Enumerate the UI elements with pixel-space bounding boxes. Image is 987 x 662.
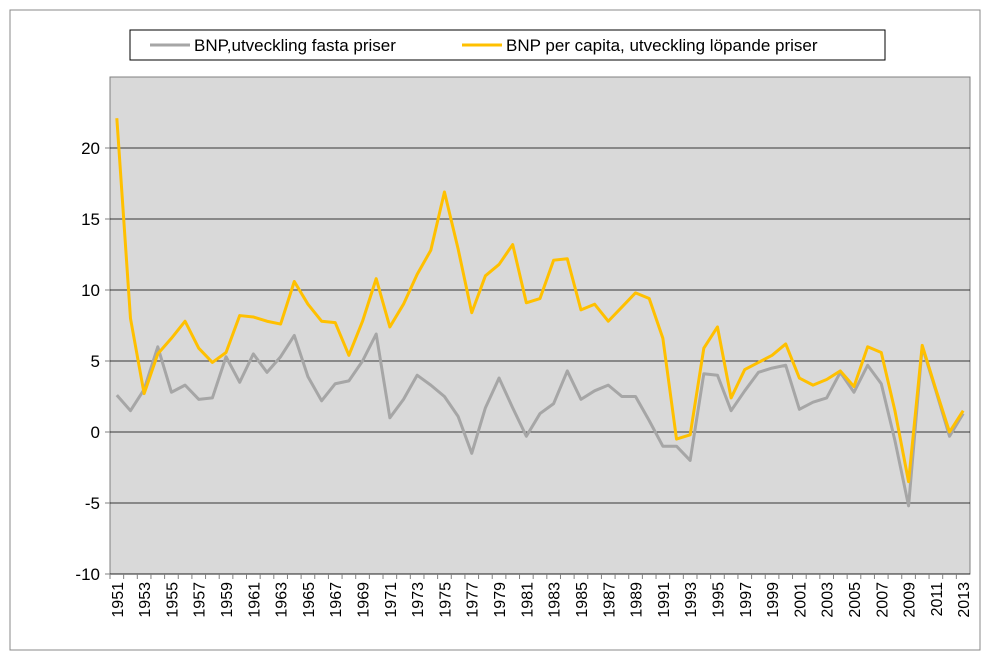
x-tick-label: 2009 [902,582,919,618]
x-tick-label: 2013 [956,582,973,618]
x-tick-label: 1973 [410,582,427,618]
x-tick-label: 1971 [383,582,400,618]
x-tick-label: 1959 [219,582,236,618]
legend-box [129,29,886,61]
y-tick-label: -10 [75,565,100,584]
x-tick-label: 1993 [683,582,700,618]
x-tick-label: 2003 [820,582,837,618]
plot-area [109,76,971,575]
x-tick-label: 1985 [574,582,591,618]
x-tick-label: 2001 [792,582,809,618]
y-tick-label: -5 [85,494,100,513]
y-tick-label: 0 [91,423,100,442]
line-series [115,332,965,508]
x-tick-label: 2007 [874,582,891,618]
x-tick-label: 1997 [738,582,755,618]
x-tick-label: 2005 [847,582,864,618]
y-tick-label: 15 [81,210,100,229]
x-tick-label: 1953 [137,582,154,618]
legend-label: BNP,utveckling fasta priser [194,36,396,55]
x-tick-label: 1969 [356,582,373,618]
x-tick-label: 1975 [437,582,454,618]
line-series [115,118,965,484]
x-tick-label: 1989 [629,582,646,618]
legend-label: BNP per capita, utveckling löpande prise… [506,36,818,55]
x-tick-label: 1967 [328,582,345,618]
x-tick-label: 1999 [765,582,782,618]
x-tick-label: 1955 [164,582,181,618]
x-tick-label: 1957 [192,582,209,618]
y-tick-label: 20 [81,139,100,158]
x-tick-label: 1965 [301,582,318,618]
x-tick-label: 1951 [110,582,127,618]
x-tick-label: 1979 [492,582,509,618]
y-tick-label: 5 [91,352,100,371]
x-tick-label: 1995 [710,582,727,618]
x-tick-label: 1991 [656,582,673,618]
x-tick-label: 1961 [246,582,263,618]
x-tick-label: 1977 [465,582,482,618]
y-tick-label: 10 [81,281,100,300]
x-tick-label: 1981 [519,582,536,618]
x-tick-label: 2011 [929,582,946,617]
x-tick-label: 1983 [547,582,564,618]
x-tick-label: 1963 [274,582,291,618]
x-tick-label: 1987 [601,582,618,618]
